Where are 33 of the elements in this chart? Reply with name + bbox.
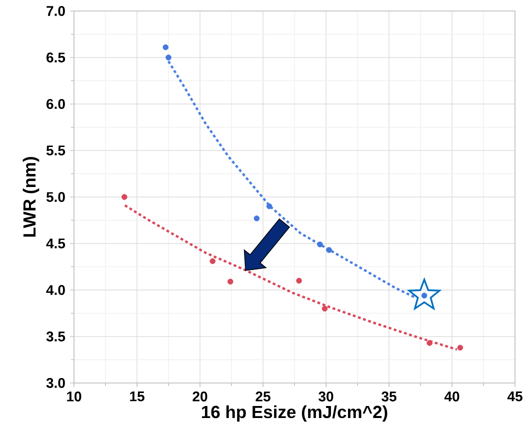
y-tick-label: 4.0	[46, 285, 65, 295]
point	[457, 344, 464, 351]
x-tick-label: 20	[192, 392, 208, 402]
point	[421, 292, 428, 298]
point	[326, 247, 332, 253]
y-tick-label: 4.5	[46, 238, 66, 248]
point	[227, 278, 234, 285]
y-tick-label: 5.0	[46, 192, 65, 202]
x-tick-label: 15	[130, 392, 144, 402]
x-tick-label: 30	[318, 392, 334, 402]
x-axis-title: 16 hp Esize (mJ/cm^2)	[202, 405, 388, 422]
y-axis-title: LWR (nm)	[22, 157, 40, 237]
point	[166, 54, 172, 60]
point	[296, 278, 302, 284]
point	[426, 340, 432, 346]
x-tick-label: 25	[256, 392, 270, 402]
x-tick-label: 45	[507, 392, 522, 402]
x-tick-label: 40	[444, 392, 460, 402]
x-tick-label: 10	[67, 392, 82, 402]
point	[266, 203, 272, 210]
y-tick-label: 3.5	[46, 332, 66, 342]
x-tick-label: 35	[382, 392, 396, 402]
point	[317, 242, 323, 248]
y-tick-label: 5.5	[46, 146, 66, 156]
point	[322, 306, 328, 312]
point	[122, 194, 128, 200]
y-tick-label: 6.5	[46, 52, 66, 62]
y-tick-label: 3.0	[46, 378, 65, 388]
point	[254, 215, 260, 222]
point	[210, 258, 216, 264]
y-tick-label: 7.0	[46, 6, 65, 16]
point	[162, 44, 169, 50]
y-tick-label: 6.0	[46, 99, 65, 109]
